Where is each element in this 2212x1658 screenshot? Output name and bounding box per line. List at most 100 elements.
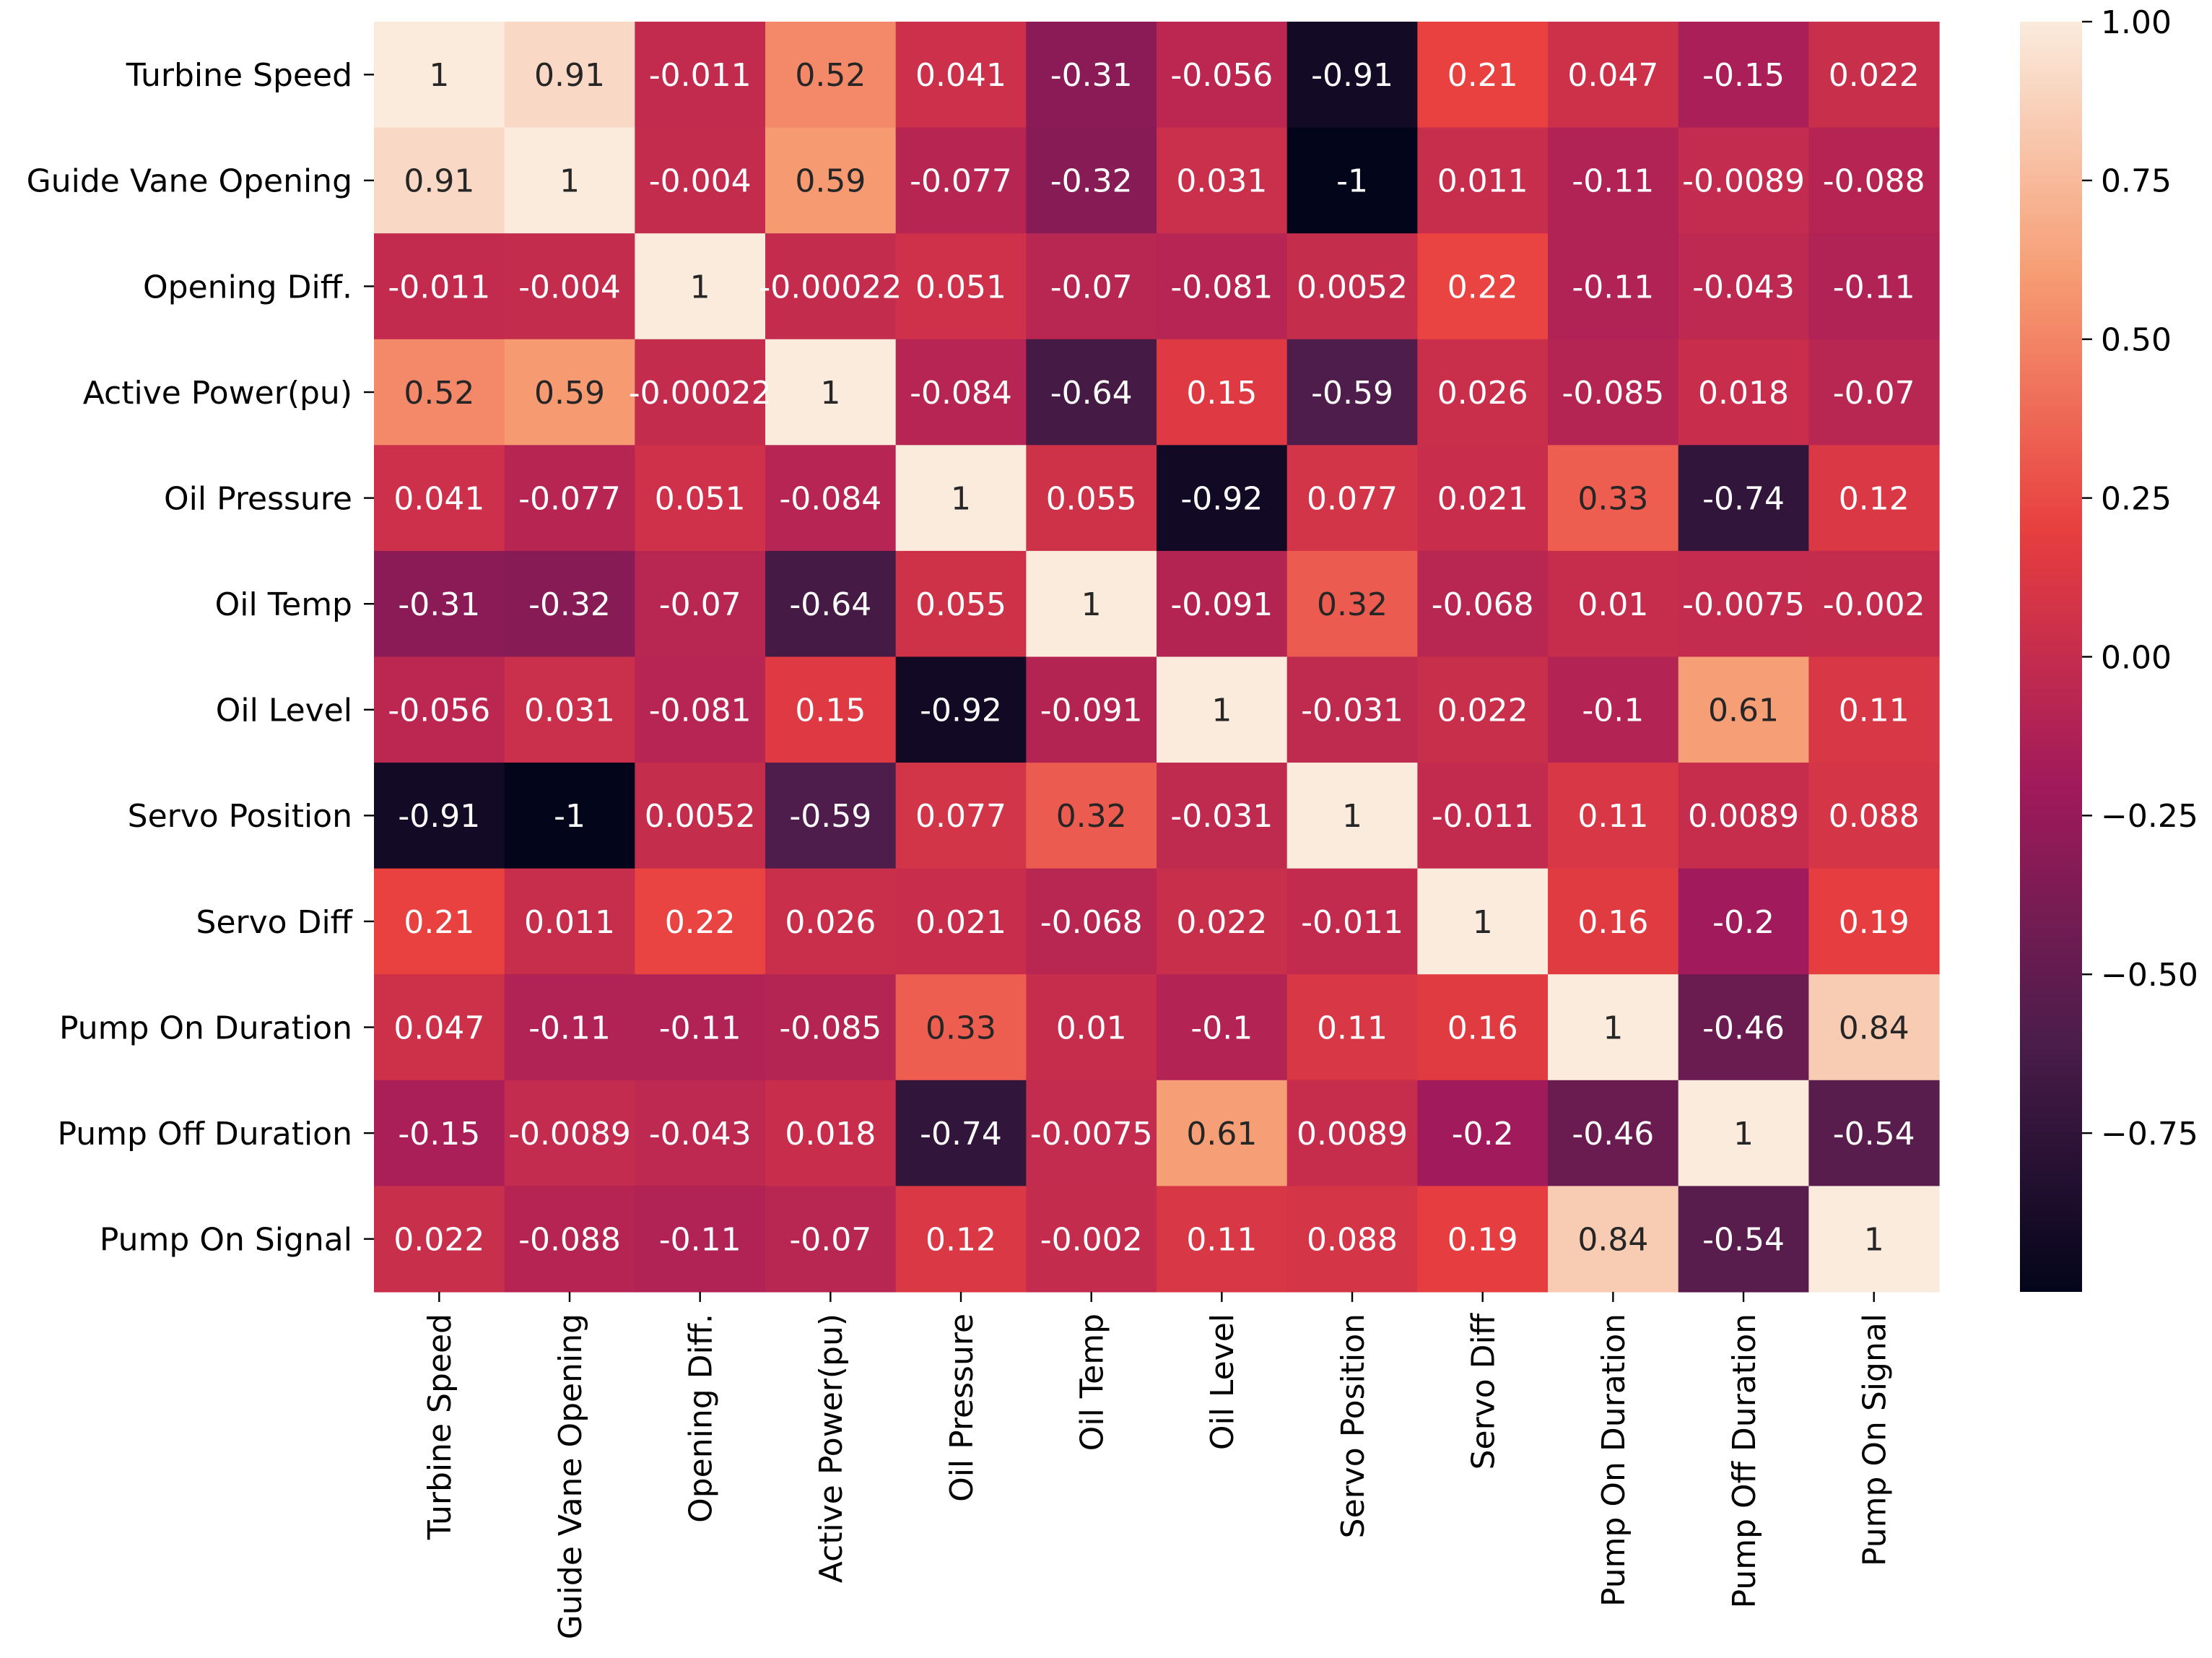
cell-value-label: 0.12 xyxy=(1839,480,1910,517)
cell-value-label: -0.0089 xyxy=(508,1116,631,1153)
heatmap-cell xyxy=(1678,868,1809,975)
heatmap-cell xyxy=(765,1080,897,1186)
cell-value-label: -0.056 xyxy=(1170,57,1273,94)
heatmap-cell xyxy=(635,763,766,869)
x-axis: Turbine Speed Guide Vane Opening Opening D… xyxy=(422,1291,1894,1639)
heatmap-cell xyxy=(765,868,897,975)
colorbar-tick-label: −0.75 xyxy=(2101,1116,2198,1153)
cell-value-label: -0.011 xyxy=(649,57,752,94)
cell-value-label: 0.0052 xyxy=(645,798,756,835)
heatmap-cell xyxy=(1157,550,1288,658)
heatmap-cell xyxy=(1548,763,1679,869)
heatmap-cell xyxy=(765,127,897,234)
heatmap-cell xyxy=(504,656,635,763)
heatmap-cell xyxy=(635,1080,766,1186)
cell-value-label: 0.088 xyxy=(1307,1222,1398,1259)
heatmap-cell xyxy=(895,974,1027,1081)
heatmap-cell xyxy=(635,974,766,1081)
heatmap-cell xyxy=(1678,550,1809,658)
heatmap-cell xyxy=(765,656,897,763)
heatmap-cell xyxy=(374,656,505,763)
heatmap-cell xyxy=(765,339,897,446)
cell-value-label: 0.59 xyxy=(534,375,605,412)
cell-value-label: 0.19 xyxy=(1839,904,1910,941)
cell-value-label: -0.084 xyxy=(779,480,881,517)
cell-value-label: -0.1 xyxy=(1582,693,1644,729)
heatmap-cell xyxy=(1678,339,1809,446)
heatmap-cell xyxy=(1808,445,1940,552)
heatmap-cell xyxy=(1417,656,1549,763)
cell-value-label: -0.043 xyxy=(1692,269,1795,305)
cell-value-label: -0.088 xyxy=(518,1222,621,1259)
heatmap-cell xyxy=(1286,1186,1418,1293)
cell-value-label: 0.11 xyxy=(1577,798,1648,835)
heatmap-cell xyxy=(504,445,635,552)
cell-value-label: 0.19 xyxy=(1447,1222,1518,1259)
heatmap-cell xyxy=(504,974,635,1081)
cell-value-label: 0.0052 xyxy=(1297,269,1408,305)
cell-value-label: -0.002 xyxy=(1040,1222,1143,1259)
cell-value-label: -0.11 xyxy=(1572,163,1654,200)
y-tick-label: Active Power(pu) xyxy=(83,375,352,412)
cell-value-label: 0.11 xyxy=(1839,693,1910,729)
cell-value-label: 0.021 xyxy=(1437,480,1528,517)
cell-value-label: -0.077 xyxy=(518,480,621,517)
cell-value-label: -0.004 xyxy=(518,269,621,305)
cell-value-label: 1 xyxy=(1603,1010,1623,1046)
cell-value-label: 0.22 xyxy=(665,904,736,941)
cell-value-label: 0.055 xyxy=(915,586,1006,623)
heatmap-cell xyxy=(765,763,897,869)
colorbar-tick-label: 0.00 xyxy=(2101,639,2172,676)
cell-value-label: 0.031 xyxy=(1176,163,1267,200)
heatmap-cell xyxy=(1548,233,1679,340)
cell-value-label: -0.46 xyxy=(1702,1010,1785,1046)
heatmap-cell xyxy=(504,22,635,129)
heatmap-cell xyxy=(504,127,635,234)
cell-value-label: -0.0075 xyxy=(1030,1116,1153,1153)
heatmap-cell xyxy=(1286,127,1418,234)
cell-value-label: -0.00022 xyxy=(759,269,902,305)
heatmap-cell xyxy=(1808,656,1940,763)
heatmap-cell xyxy=(1157,763,1288,869)
colorbar-tick-label: −0.50 xyxy=(2101,957,2198,994)
heatmap-cells xyxy=(374,22,1940,1293)
heatmap-cell xyxy=(1417,233,1549,340)
cell-value-label: 1 xyxy=(820,375,840,412)
cell-value-label: 1 xyxy=(429,57,449,94)
heatmap-cell xyxy=(1026,1186,1157,1293)
cell-value-label: -0.59 xyxy=(1311,375,1393,412)
heatmap-cell xyxy=(1286,339,1418,446)
cell-value-label: 1 xyxy=(1081,586,1102,623)
heatmap-cell xyxy=(1286,974,1418,1081)
colorbar-tick-label: −0.25 xyxy=(2101,798,2198,835)
x-tick-label: Oil Level xyxy=(1204,1314,1241,1450)
cell-value-label: 0.018 xyxy=(785,1116,876,1153)
heatmap-cell xyxy=(1548,656,1679,763)
cell-value-label: 0.21 xyxy=(404,904,474,941)
cell-value-label: -0.2 xyxy=(1712,904,1775,941)
heatmap-cell xyxy=(1026,233,1157,340)
heatmap-cell xyxy=(1286,550,1418,658)
heatmap-cell xyxy=(635,1186,766,1293)
heatmap-cell xyxy=(1678,127,1809,234)
x-tick-label: Servo Diff xyxy=(1466,1312,1502,1470)
heatmap-cell xyxy=(1808,868,1940,975)
cell-value-label: 0.21 xyxy=(1447,57,1518,94)
heatmap-cell xyxy=(635,656,766,763)
cell-value-label: 0.026 xyxy=(1437,375,1528,412)
cell-value-label: 0.15 xyxy=(795,693,866,729)
y-tick-label: Oil Temp xyxy=(215,586,352,623)
cell-value-label: 0.047 xyxy=(393,1010,484,1046)
heatmap-cell xyxy=(765,974,897,1081)
cell-value-label: 0.32 xyxy=(1056,798,1127,835)
heatmap-cell xyxy=(895,233,1027,340)
cell-value-label: -0.11 xyxy=(1833,269,1915,305)
heatmap-cell xyxy=(1286,233,1418,340)
heatmap-cell xyxy=(765,22,897,129)
cell-value-label: -0.011 xyxy=(388,269,490,305)
heatmap-cell xyxy=(895,1080,1027,1186)
cell-value-label: 0.33 xyxy=(926,1010,996,1046)
heatmap-cell xyxy=(1157,22,1288,129)
cell-value-label: -0.59 xyxy=(789,798,871,835)
